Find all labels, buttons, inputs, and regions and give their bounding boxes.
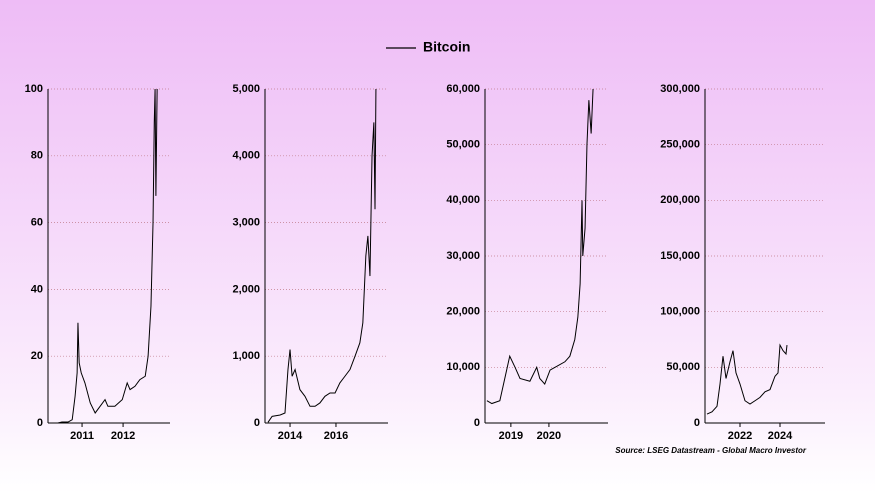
x-tick-label: 2019 [499, 430, 523, 442]
y-tick-label: 100,000 [660, 306, 700, 318]
x-tick-label: 2020 [537, 430, 561, 442]
y-tick-label: 10,000 [446, 361, 480, 373]
price-line [267, 88, 377, 423]
y-tick-label: 40,000 [446, 194, 480, 206]
y-tick-label: 50,000 [446, 139, 480, 151]
x-tick-label: 2024 [768, 430, 793, 442]
y-tick-label: 5,000 [232, 83, 260, 95]
x-tick-label: 2022 [728, 430, 752, 442]
y-tick-label: 20 [31, 350, 43, 362]
y-tick-label: 100 [25, 83, 43, 95]
y-tick-label: 30,000 [446, 250, 480, 262]
y-tick-label: 0 [37, 417, 43, 429]
y-tick-label: 1,000 [232, 350, 260, 362]
y-tick-label: 300,000 [660, 83, 700, 95]
x-tick-label: 2014 [278, 430, 303, 442]
y-tick-label: 50,000 [666, 361, 700, 373]
y-tick-label: 0 [254, 417, 260, 429]
y-tick-label: 0 [474, 417, 480, 429]
y-tick-label: 250,000 [660, 139, 700, 151]
y-tick-label: 20,000 [446, 306, 480, 318]
x-tick-label: 2016 [324, 430, 348, 442]
legend-label: Bitcoin [423, 39, 470, 55]
y-tick-label: 200,000 [660, 194, 700, 206]
source-note: Source: LSEG Datastream - Global Macro I… [615, 446, 807, 455]
y-tick-label: 150,000 [660, 250, 700, 262]
y-tick-label: 40 [31, 283, 43, 295]
y-tick-label: 80 [31, 150, 43, 162]
price-line [52, 88, 158, 424]
x-tick-label: 2011 [70, 430, 94, 442]
y-tick-label: 60,000 [446, 83, 480, 95]
y-tick-label: 4,000 [232, 150, 260, 162]
y-tick-label: 3,000 [232, 217, 260, 229]
price-line [706, 343, 788, 415]
y-tick-label: 2,000 [232, 283, 260, 295]
y-tick-label: 0 [694, 417, 700, 429]
x-tick-label: 2012 [111, 430, 135, 442]
price-line [486, 88, 594, 405]
y-tick-label: 60 [31, 217, 43, 229]
